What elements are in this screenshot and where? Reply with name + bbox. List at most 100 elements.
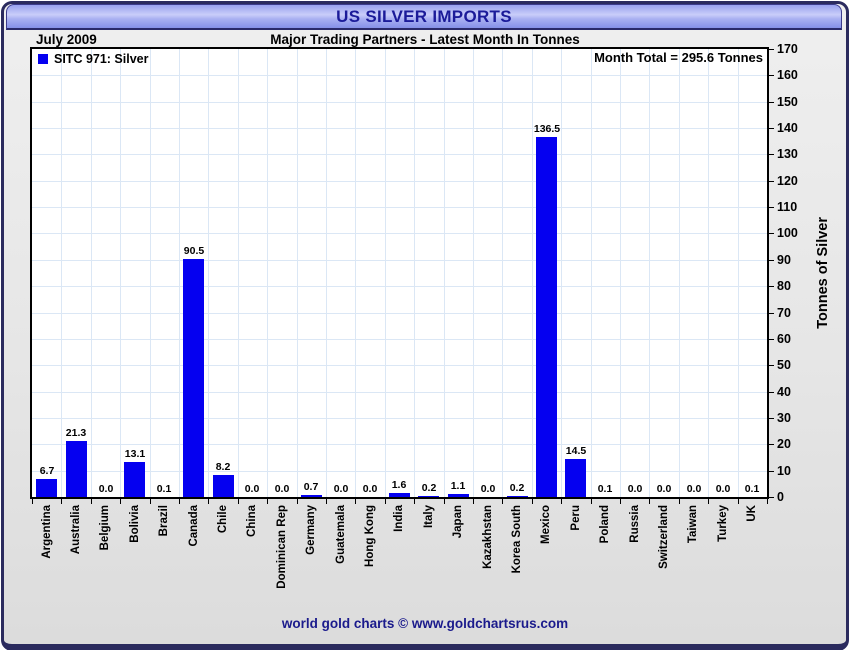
gridline-vertical — [444, 49, 445, 497]
gridline-vertical — [120, 49, 121, 497]
gridline-horizontal — [32, 75, 767, 76]
bar-value-label: 0.2 — [509, 482, 525, 494]
x-category-label-text: Taiwan — [687, 505, 700, 544]
gridline-horizontal — [32, 286, 767, 287]
x-axis-tick — [238, 499, 239, 504]
gridline-vertical — [561, 49, 562, 497]
x-axis-tick — [326, 499, 327, 504]
x-axis-tick — [767, 499, 768, 504]
gridline-horizontal — [32, 471, 767, 472]
y-axis-tick — [769, 75, 774, 76]
x-category-label-text: Mexico — [540, 505, 553, 544]
y-axis-tick-label: 130 — [777, 147, 798, 161]
x-category-label-text: Turkey — [716, 505, 729, 542]
gridline-horizontal — [32, 233, 767, 234]
gridline-horizontal — [32, 260, 767, 261]
x-category-label: Poland — [591, 505, 620, 543]
gridline-vertical — [91, 49, 92, 497]
y-axis-tick — [769, 365, 774, 366]
x-category-label-text: Russia — [628, 505, 641, 543]
x-axis-tick — [208, 499, 209, 504]
x-category-label: Guatemala — [326, 505, 355, 564]
x-axis-tick — [649, 499, 650, 504]
x-category-label: Switzerland — [649, 505, 678, 569]
y-axis-tick-label: 90 — [777, 253, 791, 267]
y-axis-tick-label: 10 — [777, 464, 791, 478]
x-category-label-text: Brazil — [158, 505, 171, 537]
x-category-label-text: Chile — [217, 505, 230, 534]
page-title: US SILVER IMPORTS — [336, 6, 512, 26]
gridline-vertical — [738, 49, 739, 497]
y-axis-tick — [769, 154, 774, 155]
gridline-vertical — [297, 49, 298, 497]
gridline-vertical — [708, 49, 709, 497]
x-axis-tick — [502, 499, 503, 504]
footer-credit: world gold charts © www.goldchartsrus.co… — [281, 616, 569, 631]
bar — [213, 475, 234, 497]
x-category-label-text: Germany — [305, 505, 318, 555]
y-axis-tick — [769, 313, 774, 314]
gridline-horizontal — [32, 418, 767, 419]
gridline-vertical — [649, 49, 650, 497]
bar — [66, 441, 87, 497]
x-category-label-text: China — [246, 505, 259, 537]
x-category-label-text: Switzerland — [658, 505, 671, 569]
y-axis-tick — [769, 102, 774, 103]
x-axis-tick — [444, 499, 445, 504]
x-axis-tick — [179, 499, 180, 504]
x-axis-tick — [61, 499, 62, 504]
bar — [36, 479, 57, 497]
x-category-label: Argentina — [32, 505, 61, 559]
x-axis-tick — [473, 499, 474, 504]
bar-value-label: 0.2 — [421, 482, 437, 494]
x-category-label: Hong Kong — [355, 505, 384, 567]
x-category-label: Brazil — [150, 505, 179, 536]
bar-value-label: 1.1 — [450, 480, 466, 492]
x-category-label: Mexico — [532, 505, 561, 544]
bar-value-label: 0.7 — [303, 481, 319, 493]
x-category-label-text: Kazakhstan — [481, 505, 494, 569]
x-category-label: Russia — [620, 505, 649, 543]
bar — [418, 496, 439, 497]
bar-value-label: 0.0 — [627, 483, 643, 495]
x-category-label-text: Poland — [599, 505, 612, 544]
y-axis-tick-label: 60 — [777, 332, 791, 346]
bar-value-label: 0.0 — [686, 483, 702, 495]
x-category-label: Korea South — [502, 505, 531, 573]
bar — [389, 493, 410, 497]
gridline-vertical — [414, 49, 415, 497]
y-axis-tick-label: 150 — [777, 95, 798, 109]
bar — [301, 495, 322, 497]
x-category-label-text: India — [393, 505, 406, 532]
bar-value-label: 0.1 — [156, 483, 172, 495]
y-axis-tick-label: 20 — [777, 437, 791, 451]
x-axis-tick — [679, 499, 680, 504]
bar-value-label: 136.5 — [533, 123, 561, 135]
x-category-label-text: UK — [746, 505, 759, 522]
x-category-label: Japan — [444, 505, 473, 538]
bar-value-label: 8.2 — [215, 461, 231, 473]
gridline-vertical — [150, 49, 151, 497]
bar-value-label: 21.3 — [65, 427, 87, 439]
gridline-vertical — [238, 49, 239, 497]
x-category-label-text: Japan — [452, 505, 465, 539]
bar-value-label: 0.0 — [362, 483, 378, 495]
bar — [507, 496, 528, 497]
bar — [448, 494, 469, 497]
gridline-horizontal — [32, 102, 767, 103]
gridline-vertical — [385, 49, 386, 497]
gridline-vertical — [179, 49, 180, 497]
x-axis-tick — [591, 499, 592, 504]
month-total-annotation: Month Total = 295.6 Tonnes — [594, 50, 763, 65]
x-category-label: Belgium — [91, 505, 120, 550]
gridline-horizontal — [32, 365, 767, 366]
x-category-label: Bolivia — [120, 505, 149, 543]
x-category-label-text: Argentina — [40, 505, 53, 559]
gridline-vertical — [326, 49, 327, 497]
bar-value-label: 0.0 — [480, 483, 496, 495]
y-axis-tick-label: 110 — [777, 200, 798, 214]
gridline-vertical — [591, 49, 592, 497]
x-category-label: Peru — [561, 505, 590, 531]
gridline-vertical — [61, 49, 62, 497]
bar-value-label: 13.1 — [124, 448, 146, 460]
